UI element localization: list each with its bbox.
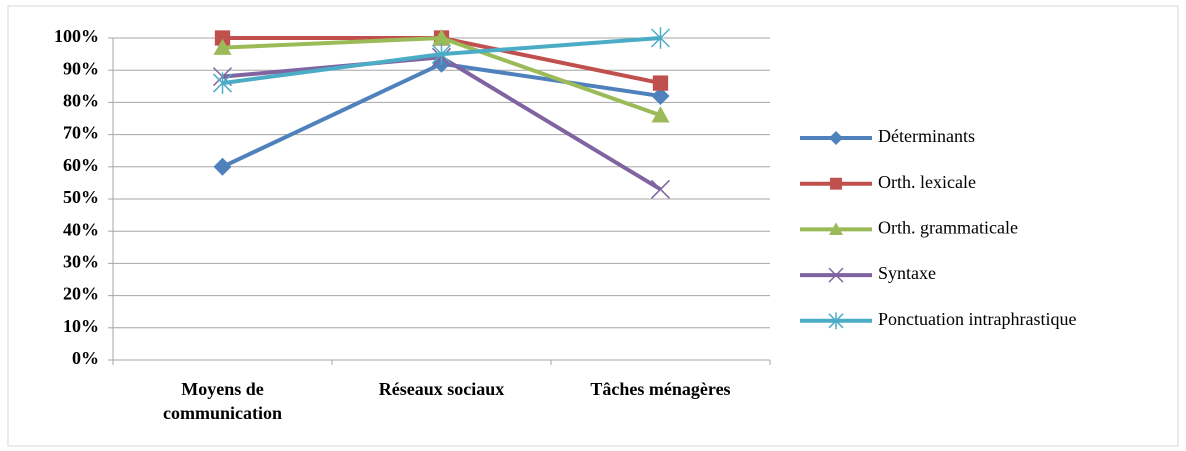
legend-label: Déterminants: [878, 126, 975, 146]
marker: [432, 29, 451, 46]
legend-label: Orth. lexicale: [878, 172, 976, 192]
y-tick-label: 60%: [63, 155, 99, 175]
y-tick-label: 40%: [63, 219, 99, 239]
y-tick-label: 0%: [72, 348, 99, 368]
y-tick-label: 50%: [63, 187, 99, 207]
y-tick-label: 90%: [63, 58, 99, 78]
marker: [651, 106, 670, 123]
legend-marker: [829, 222, 843, 235]
marker: [212, 72, 233, 94]
y-tick-label: 20%: [63, 284, 99, 304]
series-line: [222, 55, 662, 192]
marker: [651, 86, 670, 105]
marker: [213, 38, 232, 55]
chart-frame: [7, 5, 1179, 447]
y-tick-label: 70%: [63, 123, 99, 143]
legend-label: Orth. grammaticale: [878, 218, 1018, 238]
y-tick-label: 80%: [63, 91, 99, 111]
marker: [650, 179, 671, 199]
y-tick-label: 30%: [63, 252, 99, 272]
legend-marker: [829, 131, 843, 145]
legend-label: Ponctuation intraphrastique: [878, 309, 1076, 329]
legend-marker: [828, 267, 844, 283]
legend-label: Syntaxe: [878, 263, 936, 283]
marker: [431, 43, 452, 65]
y-tick-label: 100%: [54, 26, 99, 46]
marker: [652, 75, 669, 91]
legend-marker: [828, 312, 844, 330]
x-tick-label: Moyens de communication: [163, 379, 282, 423]
x-tick-label: Réseaux sociaux: [378, 379, 505, 399]
marker: [650, 27, 671, 49]
x-tick-label: Tâches ménagères: [590, 379, 731, 399]
marker: [213, 157, 232, 176]
y-tick-label: 10%: [63, 316, 99, 336]
marker: [214, 30, 231, 46]
legend-marker: [830, 177, 842, 190]
